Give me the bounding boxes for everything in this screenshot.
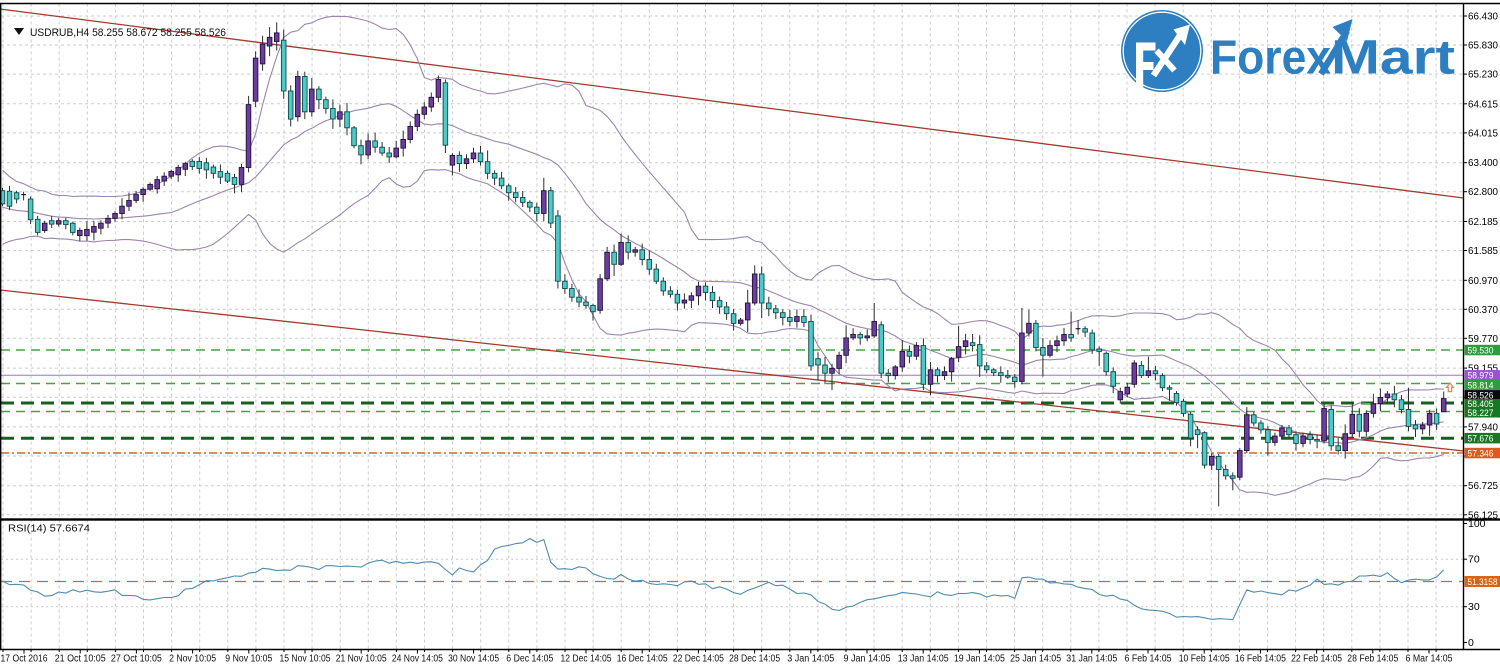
svg-text:63.400: 63.400	[1468, 157, 1498, 169]
svg-text:58.405: 58.405	[1468, 399, 1494, 410]
svg-text:Mart: Mart	[1331, 32, 1455, 85]
svg-text:10 Feb 14:05: 10 Feb 14:05	[1179, 654, 1230, 665]
svg-text:61.585: 61.585	[1468, 245, 1498, 257]
svg-text:Forex: Forex	[1210, 32, 1331, 85]
svg-text:19 Jan 14:05: 19 Jan 14:05	[954, 654, 1005, 665]
svg-text:31 Jan 14:05: 31 Jan 14:05	[1066, 654, 1117, 665]
svg-text:58.979: 58.979	[1468, 371, 1494, 382]
svg-text:57.940: 57.940	[1468, 421, 1498, 433]
svg-text:60.370: 60.370	[1468, 304, 1498, 316]
svg-text:62.185: 62.185	[1468, 216, 1498, 228]
svg-text:0: 0	[1468, 637, 1474, 649]
svg-text:30: 30	[1468, 601, 1480, 613]
svg-text:15 Nov 10:05: 15 Nov 10:05	[280, 654, 331, 665]
svg-text:57.676: 57.676	[1468, 434, 1494, 445]
svg-text:21 Nov 10:05: 21 Nov 10:05	[336, 654, 387, 665]
svg-text:22 Dec 14:05: 22 Dec 14:05	[673, 654, 724, 665]
svg-text:62.800: 62.800	[1468, 186, 1498, 198]
svg-text:56.725: 56.725	[1468, 480, 1498, 492]
svg-text:27 Oct 10:05: 27 Oct 10:05	[111, 654, 162, 665]
svg-text:64.015: 64.015	[1468, 127, 1498, 139]
svg-text:2 Nov 10:05: 2 Nov 10:05	[169, 654, 216, 665]
svg-text:56.125: 56.125	[1468, 509, 1498, 521]
svg-text:58.526: 58.526	[1468, 391, 1494, 402]
svg-text:65.230: 65.230	[1468, 69, 1498, 81]
svg-text:58.814: 58.814	[1468, 380, 1494, 391]
svg-text:USDRUB,H4 58.255 58.672 58.25: USDRUB,H4 58.255 58.672 58.255 58.526	[30, 27, 226, 39]
svg-text:66.430: 66.430	[1468, 11, 1498, 23]
svg-text:59.770: 59.770	[1468, 333, 1498, 345]
svg-text:6 Feb 14:05: 6 Feb 14:05	[1125, 654, 1172, 665]
svg-text:21 Oct 10:05: 21 Oct 10:05	[55, 654, 106, 665]
svg-text:59.530: 59.530	[1468, 345, 1494, 356]
svg-text:24 Nov 14:05: 24 Nov 14:05	[392, 654, 443, 665]
svg-text:6 Mar 14:05: 6 Mar 14:05	[1406, 654, 1453, 665]
svg-text:16 Feb 14:05: 16 Feb 14:05	[1235, 654, 1286, 665]
svg-text:17 Oct 2016: 17 Oct 2016	[1, 654, 48, 665]
svg-text:65.830: 65.830	[1468, 40, 1498, 52]
svg-text:28 Dec 14:05: 28 Dec 14:05	[729, 654, 780, 665]
svg-text:22 Feb 14:05: 22 Feb 14:05	[1291, 654, 1342, 665]
svg-text:6 Dec 14:05: 6 Dec 14:05	[506, 654, 553, 665]
svg-text:70: 70	[1468, 554, 1480, 566]
svg-text:58.227: 58.227	[1468, 408, 1494, 419]
svg-text:16 Dec 14:05: 16 Dec 14:05	[617, 654, 668, 665]
svg-text:30 Nov 14:05: 30 Nov 14:05	[448, 654, 499, 665]
svg-text:28 Feb 14:05: 28 Feb 14:05	[1347, 654, 1398, 665]
svg-text:100: 100	[1468, 518, 1486, 530]
svg-text:9 Jan 14:05: 9 Jan 14:05	[844, 654, 891, 665]
svg-text:13 Jan 14:05: 13 Jan 14:05	[898, 654, 949, 665]
svg-text:RSI(14) 57.6674: RSI(14) 57.6674	[8, 524, 90, 535]
svg-text:9 Nov 10:05: 9 Nov 10:05	[225, 654, 272, 665]
svg-text:12 Dec 14:05: 12 Dec 14:05	[561, 654, 612, 665]
svg-text:57.346: 57.346	[1468, 448, 1494, 459]
svg-text:60.970: 60.970	[1468, 275, 1498, 287]
svg-text:3 Jan 14:05: 3 Jan 14:05	[787, 654, 834, 665]
svg-text:25 Jan 14:05: 25 Jan 14:05	[1010, 654, 1061, 665]
svg-text:51.3158: 51.3158	[1468, 577, 1498, 588]
svg-text:64.615: 64.615	[1468, 98, 1498, 110]
